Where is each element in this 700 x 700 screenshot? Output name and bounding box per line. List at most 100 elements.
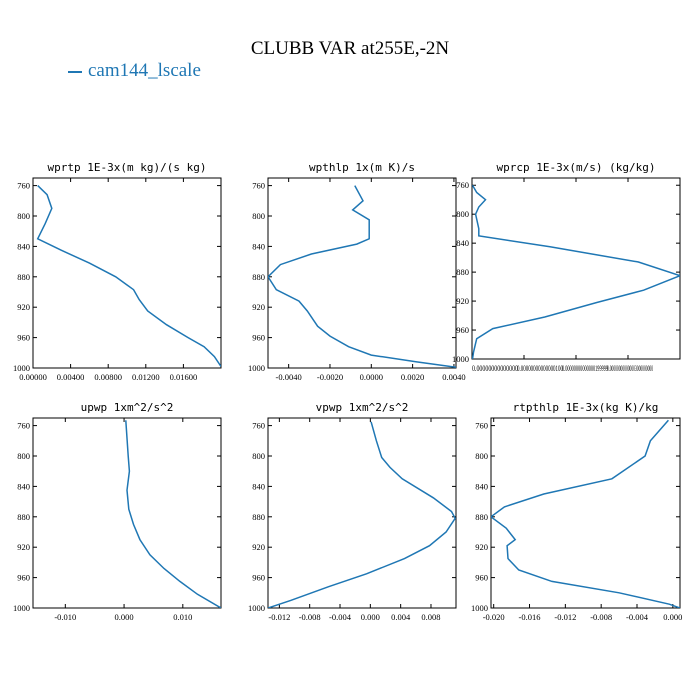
figure-title: CLUBB VAR at255E,-2N	[250, 38, 450, 59]
y-tick-label: 760	[252, 421, 265, 431]
y-tick-label: 1000	[248, 363, 265, 373]
y-tick-label: 840	[456, 238, 469, 248]
series-line	[36, 185, 221, 367]
y-tick-label: 1000	[13, 363, 30, 373]
y-tick-label: 920	[456, 296, 469, 306]
panel-title: rtpthlp 1E-3x(kg K)/kg	[513, 401, 659, 414]
y-tick-label: 1000	[471, 603, 488, 613]
y-tick-label: 960	[475, 573, 488, 583]
panel-title: upwp 1xm^2/s^2	[81, 401, 174, 414]
panel-4: upwp 1xm^2/s^2 760 800 840 880 920 960 1000 -0.0…	[13, 401, 222, 622]
panel-1: wprtp 1E-3x(m kg)/(s kg) 760 800 840 880 920 9…	[13, 161, 222, 382]
y-tick-label: 960	[456, 325, 469, 335]
panel-6: rtpthlp 1E-3x(kg K)/kg 760 800 840 880 920 960…	[471, 401, 682, 622]
y-tick-label: 840	[252, 481, 265, 491]
x-tick-label: 0.000000000000003000000000	[607, 363, 653, 373]
y-tick-label: 800	[475, 451, 488, 461]
y-tick-label: 760	[17, 421, 30, 431]
y-tick-label: 840	[475, 481, 488, 491]
x-tick-label: 0.01200	[132, 372, 160, 382]
y-tick-label: 880	[17, 512, 30, 522]
y-tick-label: 800	[17, 211, 30, 221]
y-tick-label: 880	[252, 272, 265, 282]
x-tick-label: 0.000	[115, 612, 134, 622]
panel-frame	[490, 417, 681, 609]
y-tick-label: 920	[17, 302, 30, 312]
y-tick-label: 1000	[13, 603, 30, 613]
x-tick-label: 0.0020	[401, 372, 424, 382]
x-tick-label: -0.010	[54, 612, 76, 622]
y-tick-label: 920	[17, 542, 30, 552]
x-tick-label: 0.00000	[19, 372, 47, 382]
x-tick-label: -0.008	[299, 612, 321, 622]
x-tick-label: -0.004	[626, 612, 649, 622]
panel-title: wpthlp 1x(m K)/s	[309, 161, 415, 174]
panel-title: wprcp 1E-3x(m/s) (kg/kg)	[497, 161, 656, 174]
legend: cam144_lscale	[68, 60, 201, 82]
panel-title: wprtp 1E-3x(m kg)/(s kg)	[48, 161, 207, 174]
y-tick-label: 760	[475, 421, 488, 431]
y-tick-label: 880	[252, 512, 265, 522]
panel-5: vpwp 1xm^2/s^27608008408809209601000-0.0…	[248, 401, 457, 622]
y-tick-label: 840	[17, 241, 30, 251]
y-tick-label: 960	[252, 333, 265, 343]
y-tick-label: 920	[252, 302, 265, 312]
x-tick-label: 0.00400	[57, 372, 85, 382]
x-tick-label: -0.0020	[317, 372, 343, 382]
x-tick-label: -0.008	[590, 612, 612, 622]
x-tick-label: -0.0040	[276, 372, 302, 382]
y-tick-label: 960	[17, 573, 30, 583]
x-tick-label: 0.008	[421, 612, 440, 622]
x-tick-label: -0.020	[483, 612, 505, 622]
legend-label: cam144_lscale	[88, 60, 201, 81]
x-tick-label: -0.004	[329, 612, 352, 622]
y-tick-label: 760	[17, 181, 30, 191]
panel-frame	[32, 417, 222, 609]
y-tick-label: 800	[17, 451, 30, 461]
series-line	[268, 421, 456, 608]
y-tick-label: 880	[475, 512, 488, 522]
panel-2: wpthlp 1x(m K)/s 760 800 840 880 920 960 1000 -0…	[248, 161, 466, 382]
x-tick-label: 0.0040	[442, 372, 465, 382]
y-tick-label: 800	[252, 451, 265, 461]
x-tick-label: 0.000	[361, 612, 380, 622]
x-tick-label: 0.00800	[94, 372, 122, 382]
y-tick-label: 880	[17, 272, 30, 282]
x-tick-label: 0.010	[173, 612, 192, 622]
series-line	[491, 419, 680, 608]
y-tick-label: 960	[252, 573, 265, 583]
y-tick-label: 1000	[248, 603, 265, 613]
y-tick-label: 760	[456, 180, 469, 190]
panel-title: vpwp 1xm^2/s^2	[316, 401, 409, 414]
y-tick-label: 1000	[452, 354, 469, 364]
y-tick-label: 840	[17, 481, 30, 491]
x-tick-label: 0.00000000000000199999	[562, 363, 608, 373]
x-tick-label: -0.012	[554, 612, 576, 622]
panel-frame	[471, 177, 681, 360]
y-tick-label: 840	[252, 241, 265, 251]
series-line	[472, 184, 680, 359]
y-tick-label: 800	[252, 211, 265, 221]
y-tick-label: 800	[456, 209, 469, 219]
panel-frame	[267, 177, 457, 369]
y-tick-label: 920	[252, 542, 265, 552]
y-tick-label: 760	[252, 181, 265, 191]
panel-frame	[267, 417, 457, 609]
legend-swatch	[68, 70, 82, 73]
x-tick-label: 0.0000	[360, 372, 383, 382]
series-line	[268, 185, 456, 368]
series-line	[125, 420, 221, 608]
y-tick-label: 880	[456, 267, 469, 277]
x-tick-label: -0.012	[268, 612, 290, 622]
x-tick-label: 0.000	[663, 612, 682, 622]
x-tick-label: 0.004	[391, 612, 411, 622]
x-tick-label: 0.00000000000000100	[517, 363, 563, 373]
y-tick-label: 960	[17, 333, 30, 343]
x-tick-label: -0.016	[519, 612, 541, 622]
panel-frame	[32, 177, 222, 369]
y-tick-label: 920	[475, 542, 488, 552]
panel-3: wprcp 1E-3x(m/s) (kg/kg) 760 800 840 880 920 9…	[452, 161, 681, 373]
x-tick-label: 0.01600	[170, 372, 198, 382]
x-tick-label: 0.00000000000000	[472, 363, 518, 373]
